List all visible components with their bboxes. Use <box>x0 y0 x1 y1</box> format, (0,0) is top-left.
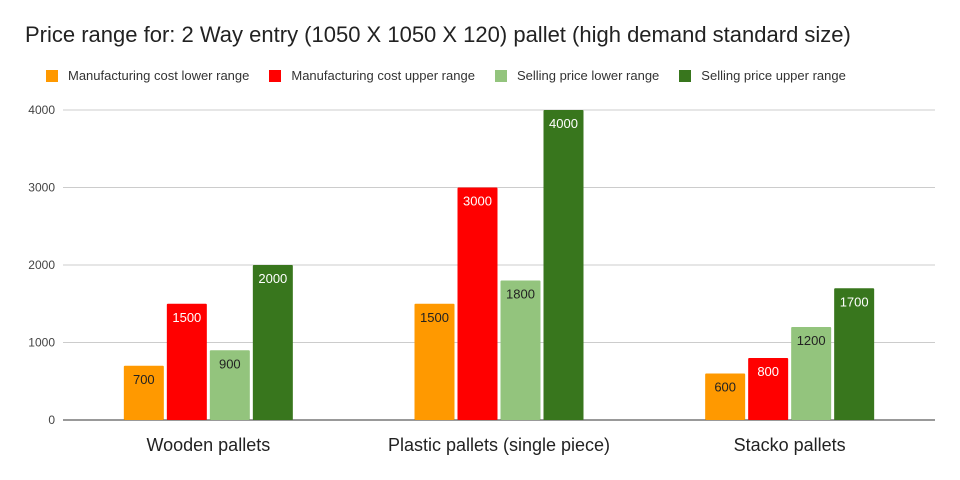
y-tick-label: 4000 <box>28 103 55 117</box>
bar <box>166 303 207 420</box>
data-label: 1700 <box>840 294 869 309</box>
legend-item: Manufacturing cost upper range <box>269 68 475 83</box>
legend-item: Selling price upper range <box>679 68 846 83</box>
bar <box>791 327 832 420</box>
bar <box>414 303 455 420</box>
bar <box>123 365 164 420</box>
data-label: 900 <box>219 356 241 371</box>
legend-swatch <box>269 69 282 82</box>
bar <box>252 265 293 420</box>
bar <box>209 350 250 420</box>
x-category-label: Wooden pallets <box>146 435 270 455</box>
y-tick-label: 1000 <box>28 336 55 350</box>
data-label: 3000 <box>463 194 492 209</box>
bar <box>500 280 541 420</box>
bar <box>705 373 746 420</box>
data-label: 4000 <box>549 116 578 131</box>
data-label: 800 <box>757 364 779 379</box>
data-label: 1500 <box>172 310 201 325</box>
legend-item: Manufacturing cost lower range <box>46 68 249 83</box>
legend-label: Manufacturing cost lower range <box>68 68 250 83</box>
x-category-label: Plastic pallets (single piece) <box>388 435 610 455</box>
bar <box>834 288 875 420</box>
legend-swatch <box>679 69 692 82</box>
legend-label: Manufacturing cost upper range <box>291 68 475 83</box>
legend-item: Selling price lower range <box>494 68 660 83</box>
bar <box>748 358 789 420</box>
legend-label: Selling price lower range <box>516 68 660 83</box>
y-tick-label: 0 <box>48 413 55 427</box>
legend: Manufacturing cost lower range Manufactur… <box>46 68 866 83</box>
data-label: 1500 <box>420 310 449 325</box>
legend-label: Selling price upper range <box>701 68 846 83</box>
bar <box>457 187 498 420</box>
chart-title: Price range for: 2 Way entry (1050 X 105… <box>25 22 851 47</box>
data-label: 700 <box>133 372 155 387</box>
legend-swatch <box>494 69 507 82</box>
data-label: 1200 <box>797 333 826 348</box>
data-label: 2000 <box>258 271 287 286</box>
x-category-label: Stacko pallets <box>734 435 846 455</box>
bar <box>543 110 584 420</box>
y-tick-label: 3000 <box>28 181 55 195</box>
data-label: 1800 <box>506 287 535 302</box>
data-label: 600 <box>714 380 736 395</box>
legend-swatch <box>46 69 58 82</box>
y-tick-label: 2000 <box>28 258 55 272</box>
